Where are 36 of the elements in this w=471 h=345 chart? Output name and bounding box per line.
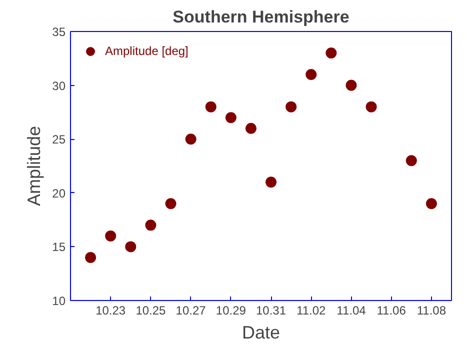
point <box>185 134 196 145</box>
y-tick-label: 10 <box>52 294 66 308</box>
point <box>205 101 216 112</box>
y-tick-label: 30 <box>52 78 66 93</box>
x-tick-label: 11.04 <box>336 304 366 318</box>
point <box>286 101 297 112</box>
point <box>426 198 437 210</box>
point <box>85 252 96 263</box>
x-tick-label: 10.31 <box>256 304 286 318</box>
x-tick-label: 11.08 <box>416 304 446 318</box>
y-axis-title: Amplitude <box>24 126 44 206</box>
point <box>125 241 136 252</box>
point <box>366 101 377 112</box>
chart-title: Southern Hemisphere <box>172 8 350 26</box>
y-tick-label: 35 <box>52 25 66 39</box>
point <box>225 112 236 124</box>
x-tick-label: 11.02 <box>296 304 326 318</box>
x-tick-label: 10.23 <box>96 304 126 318</box>
point <box>145 220 156 231</box>
y-tick-label: 25 <box>52 132 66 147</box>
legend-label: Amplitude [deg] <box>105 44 188 58</box>
point <box>306 69 317 80</box>
y-tick-label: 15 <box>52 240 66 254</box>
x-axis-title: Date <box>242 322 280 342</box>
point <box>326 48 337 59</box>
x-tick-label: 11.06 <box>376 304 406 318</box>
point <box>245 122 256 134</box>
x-tick-label: 10.29 <box>216 304 246 318</box>
x-tick-label: 10.27 <box>176 304 206 318</box>
y-tick-label: 20 <box>52 186 66 200</box>
x-tick-label: 10.25 <box>136 304 166 318</box>
point <box>406 155 417 166</box>
point <box>165 198 176 210</box>
point <box>266 176 277 188</box>
point <box>105 230 116 242</box>
point <box>346 80 357 91</box>
